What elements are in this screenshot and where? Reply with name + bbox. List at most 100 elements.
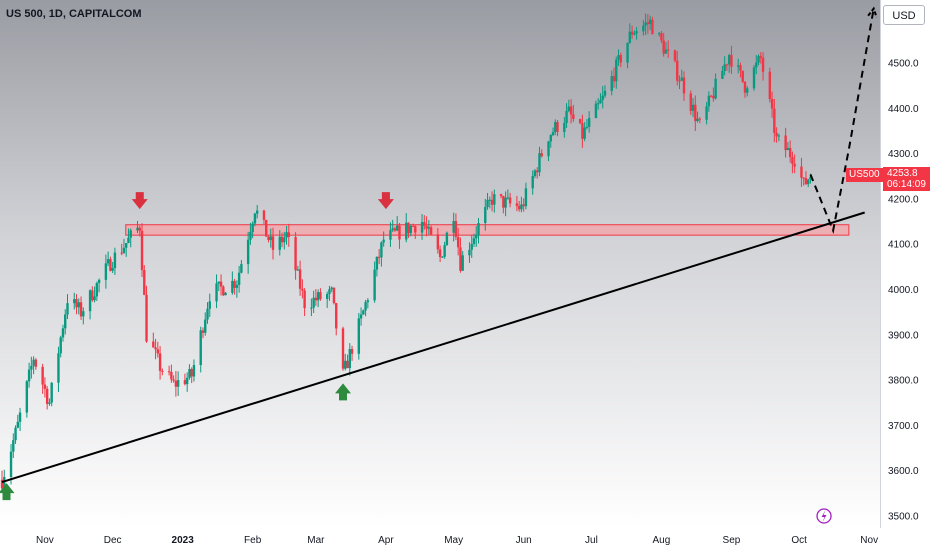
- candle-body: [682, 77, 686, 94]
- candle-body: [136, 227, 139, 231]
- candle: [190, 367, 193, 384]
- candle-body: [113, 252, 117, 269]
- candle: [454, 213, 458, 241]
- candle: [350, 345, 354, 361]
- candle-body: [664, 49, 668, 54]
- support-trendline[interactable]: [1, 211, 865, 483]
- candle: [222, 285, 225, 297]
- candle: [737, 58, 740, 74]
- candle: [698, 117, 702, 124]
- candle-body: [554, 122, 557, 133]
- currency-button[interactable]: USD: [883, 5, 925, 25]
- candle-body: [759, 56, 762, 58]
- x-tick-label: 2023: [172, 535, 195, 546]
- candle-body: [725, 64, 729, 66]
- candle-body: [50, 382, 53, 403]
- candle-body: [741, 70, 744, 82]
- candle-body: [120, 252, 123, 254]
- candle-body: [680, 77, 683, 81]
- candle: [678, 75, 681, 90]
- candle: [515, 195, 519, 212]
- candle-body: [472, 238, 476, 244]
- candle: [50, 382, 53, 407]
- candle-body: [427, 227, 431, 229]
- candle-body: [255, 210, 259, 214]
- candle: [138, 225, 141, 237]
- candle-body: [493, 194, 496, 205]
- candle-body: [425, 225, 428, 229]
- lightning-icon: [821, 510, 827, 522]
- candle-body: [167, 371, 171, 373]
- candle: [154, 338, 157, 360]
- candle-body: [517, 205, 521, 210]
- candle-body: [696, 118, 699, 122]
- candle-body: [757, 56, 760, 63]
- resistance-zone[interactable]: [125, 224, 850, 236]
- candle-body: [325, 294, 329, 299]
- candle-body: [224, 292, 227, 296]
- y-tick-label: 4500.0: [888, 59, 919, 70]
- candle-body: [739, 65, 742, 71]
- candle: [377, 248, 381, 264]
- x-tick-label: May: [444, 535, 463, 546]
- candle-body: [445, 232, 449, 246]
- event-icon[interactable]: [816, 508, 832, 524]
- candle: [237, 265, 241, 293]
- candle-body: [752, 67, 756, 89]
- chart-title: US 500, 1D, CAPITALCOM: [6, 8, 142, 20]
- candle-body: [578, 119, 582, 124]
- candle-body: [488, 199, 491, 201]
- candle-body: [689, 93, 692, 111]
- candle-body: [504, 197, 507, 208]
- candle-body: [14, 427, 17, 441]
- candle-body: [585, 126, 589, 128]
- candle: [348, 343, 351, 376]
- candle-body: [443, 245, 446, 257]
- candle: [456, 227, 460, 256]
- y-tick-label: 3900.0: [888, 330, 919, 341]
- candle: [64, 309, 67, 335]
- projection-path[interactable]: [809, 8, 875, 235]
- candle-body: [312, 297, 315, 308]
- candle-body: [389, 230, 392, 240]
- candle-body: [633, 33, 636, 35]
- candle: [596, 98, 600, 110]
- candle: [520, 196, 523, 213]
- candle: [761, 52, 765, 81]
- candle-body: [698, 118, 702, 120]
- candle: [707, 91, 711, 112]
- candle: [235, 280, 239, 298]
- candle-body: [332, 287, 336, 304]
- candle: [389, 222, 392, 247]
- candle-body: [777, 135, 781, 137]
- candle-body: [271, 236, 275, 250]
- candle-body: [174, 380, 178, 387]
- candle: [185, 372, 189, 392]
- candle-body: [75, 299, 78, 308]
- candle: [346, 354, 349, 369]
- candle: [310, 298, 313, 317]
- candle-body: [280, 236, 284, 243]
- candle-body: [253, 213, 257, 224]
- candle: [215, 274, 218, 309]
- candle-body: [459, 247, 462, 271]
- candle-body: [59, 337, 62, 354]
- candle: [88, 289, 92, 320]
- candle-body: [587, 118, 591, 127]
- candle-body: [219, 281, 223, 287]
- candle-body: [626, 42, 629, 63]
- candle: [585, 119, 589, 130]
- candle-body: [208, 301, 211, 309]
- candle: [344, 353, 347, 371]
- candle: [140, 223, 144, 278]
- x-tick-label: Dec: [104, 535, 122, 546]
- candle-body: [405, 222, 408, 240]
- candle-body: [784, 135, 787, 151]
- candle-body: [188, 369, 191, 378]
- candle-body: [158, 353, 162, 371]
- candle: [45, 386, 49, 410]
- candle-body: [804, 178, 808, 185]
- candle: [316, 289, 320, 308]
- candle-body: [237, 272, 241, 285]
